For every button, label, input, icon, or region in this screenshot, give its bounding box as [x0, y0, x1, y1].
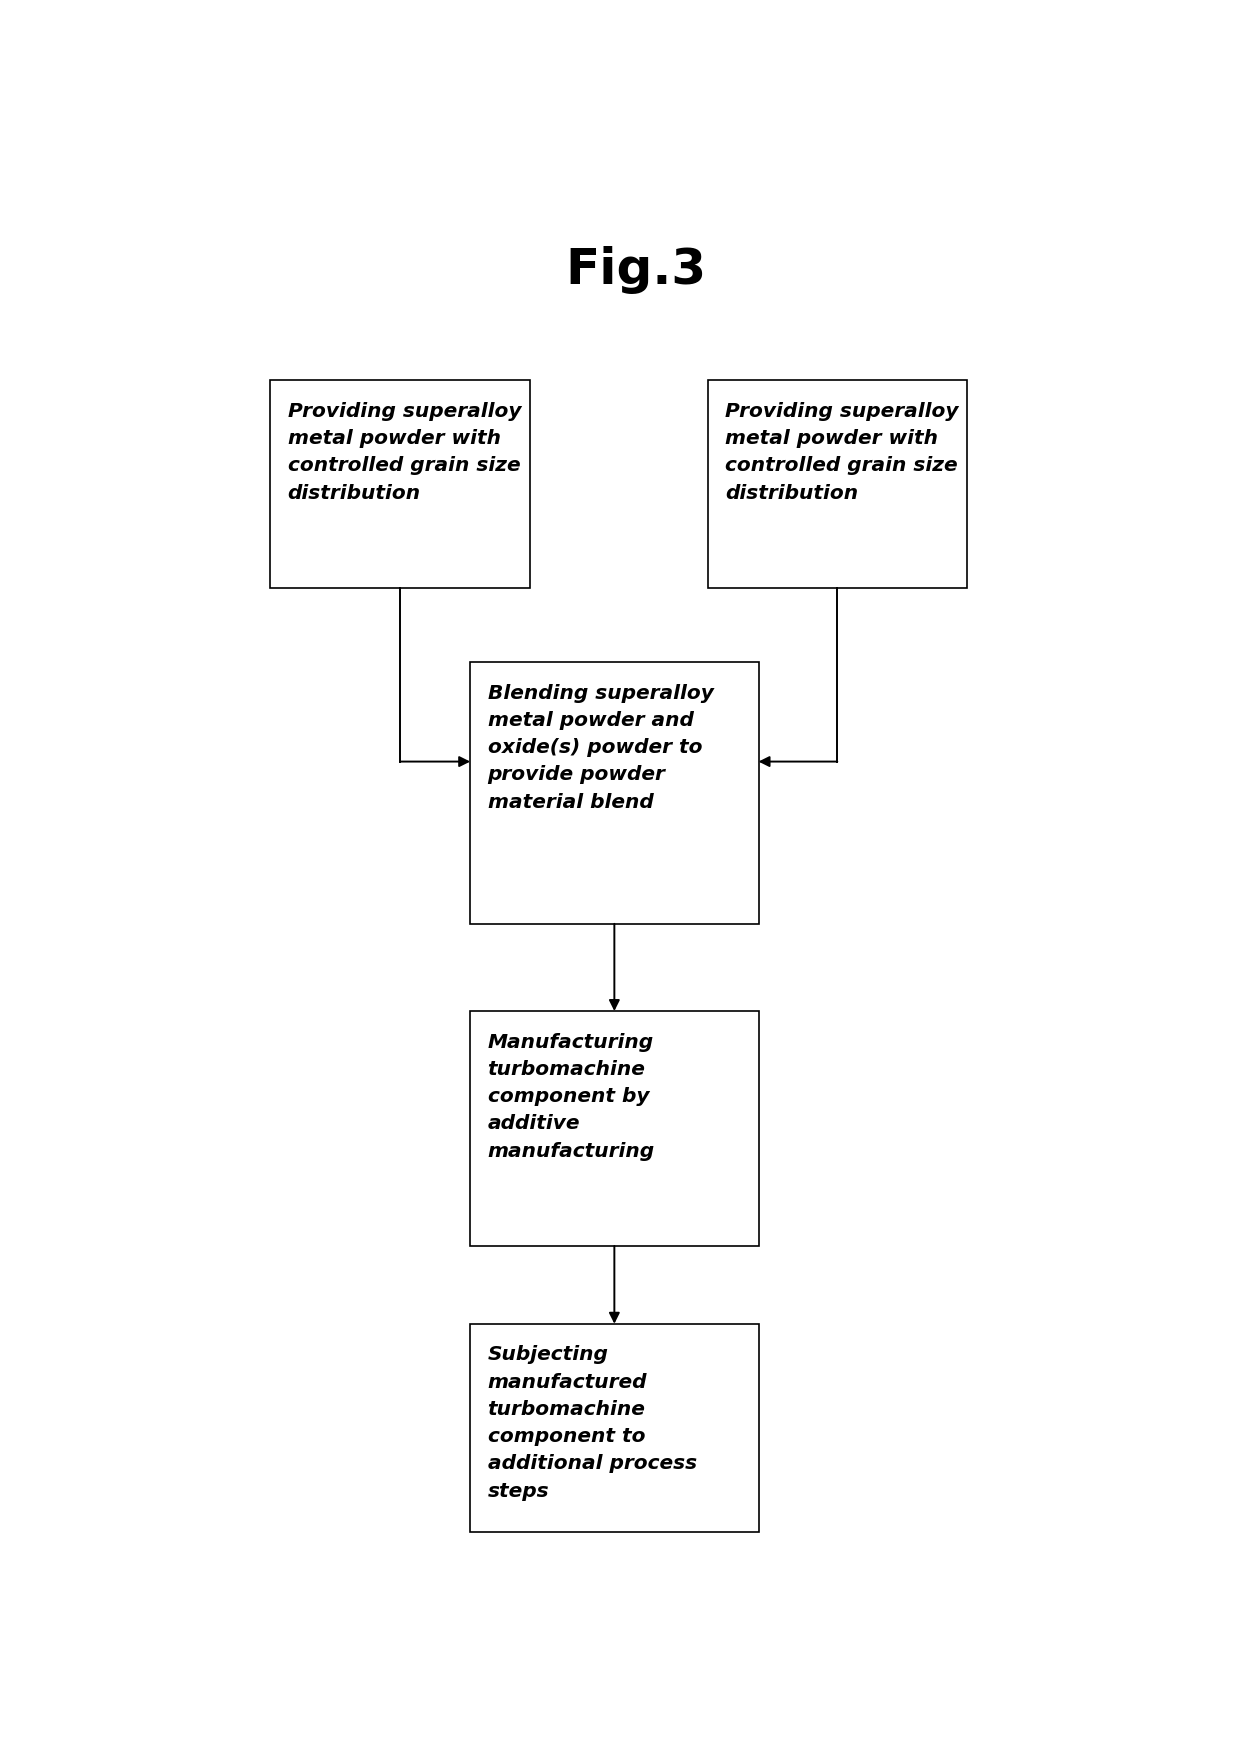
FancyBboxPatch shape [470, 662, 759, 924]
FancyBboxPatch shape [470, 1011, 759, 1246]
Text: Subjecting
manufactured
turbomachine
component to
additional process
steps: Subjecting manufactured turbomachine com… [487, 1346, 697, 1501]
FancyBboxPatch shape [270, 380, 529, 589]
Text: Manufacturing
turbomachine
component by
additive
manufacturing: Manufacturing turbomachine component by … [487, 1032, 655, 1161]
Text: Fig.3: Fig.3 [565, 246, 706, 293]
FancyBboxPatch shape [470, 1323, 759, 1532]
FancyBboxPatch shape [708, 380, 967, 589]
Text: Providing superalloy
metal powder with
controlled grain size
distribution: Providing superalloy metal powder with c… [288, 401, 521, 502]
Text: Blending superalloy
metal powder and
oxide(s) powder to
provide powder
material : Blending superalloy metal powder and oxi… [487, 683, 713, 812]
Text: Providing superalloy
metal powder with
controlled grain size
distribution: Providing superalloy metal powder with c… [725, 401, 959, 502]
